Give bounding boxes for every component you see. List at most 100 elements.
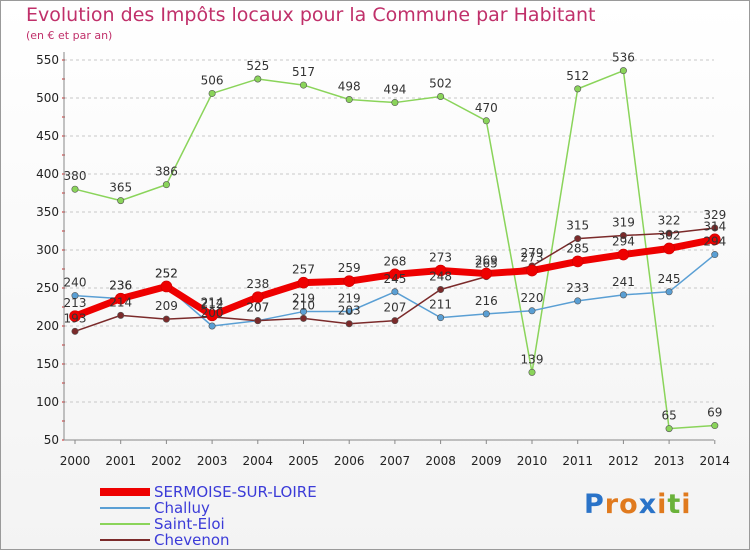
data-point (343, 275, 356, 287)
data-point (619, 232, 627, 240)
data-point (437, 286, 445, 294)
data-label: 233 (566, 281, 589, 295)
data-label: 319 (612, 216, 635, 230)
data-label: 236 (109, 279, 132, 293)
data-point (71, 185, 79, 193)
data-point (437, 92, 445, 100)
data-label: 219 (338, 292, 361, 306)
x-tick-label: 2000 (60, 454, 91, 468)
data-label: 315 (566, 219, 589, 233)
data-label: 212 (201, 297, 224, 311)
x-tick-label: 2008 (425, 454, 456, 468)
y-tick-label: 500 (36, 91, 59, 105)
data-label: 252 (155, 266, 178, 280)
data-label: 322 (658, 213, 681, 227)
data-label: 329 (703, 208, 726, 222)
data-label: 470 (475, 101, 498, 115)
logo-letter: t (667, 489, 682, 520)
data-label: 285 (566, 241, 589, 255)
logo-letter: o (619, 489, 639, 520)
data-point (69, 310, 81, 322)
data-point (117, 311, 125, 319)
data-point (574, 85, 582, 93)
data-point (574, 297, 582, 305)
proxiti-logo: Proxiti (584, 489, 692, 520)
data-point (117, 197, 125, 205)
data-label: 236 (109, 279, 132, 293)
data-point (208, 322, 216, 330)
data-label: 193 (64, 311, 87, 325)
y-tick-label: 100 (36, 395, 59, 409)
data-label: 220 (521, 291, 544, 305)
data-point (299, 81, 307, 89)
data-label: 494 (383, 83, 406, 97)
x-tick-label: 2003 (197, 454, 228, 468)
data-point (160, 280, 173, 293)
data-label: 314 (703, 219, 726, 233)
y-tick-label: 450 (36, 129, 59, 143)
data-label: 269 (475, 254, 498, 268)
data-label: 139 (521, 352, 544, 366)
legend-label: SERMOISE-SUR-LOIRE (154, 483, 317, 501)
data-point (71, 327, 79, 335)
data-point (345, 308, 353, 316)
data-label: 257 (292, 263, 315, 277)
data-label: 219 (292, 292, 315, 306)
y-tick-label: 350 (36, 205, 59, 219)
legend-swatch (100, 488, 150, 496)
data-label: 268 (383, 254, 406, 268)
x-tick-label: 2013 (654, 454, 685, 468)
data-label: 279 (521, 246, 544, 260)
data-point (391, 288, 399, 296)
data-label: 240 (64, 276, 87, 290)
y-tick-label: 150 (36, 357, 59, 371)
legend: SERMOISE-SUR-LOIRE Challuy Saint-Eloi Cheve… (100, 484, 317, 548)
data-point (526, 264, 538, 277)
data-label: 245 (658, 272, 681, 286)
y-tick-label: 300 (36, 243, 59, 257)
data-point (480, 267, 493, 280)
data-point (389, 268, 401, 281)
chart-subtitle: (en € et par an) (26, 29, 113, 42)
data-label: 69 (707, 406, 722, 420)
y-tick-label: 200 (36, 319, 59, 333)
legend-item: Saint-Eloi (100, 516, 317, 532)
data-label: 216 (475, 294, 498, 308)
logo-letter: r (604, 489, 620, 520)
legend-label: Saint-Eloi (154, 515, 225, 533)
data-label: 302 (658, 228, 681, 242)
data-point (665, 229, 673, 237)
x-tick-label: 2005 (288, 454, 319, 468)
data-point (437, 314, 445, 322)
data-label: 214 (201, 295, 224, 309)
data-label: 294 (612, 235, 635, 249)
data-point (482, 310, 490, 318)
data-point (254, 75, 262, 83)
data-point (162, 315, 170, 323)
legend-swatch (100, 523, 150, 525)
data-label: 386 (155, 165, 178, 179)
data-label: 65 (661, 409, 676, 423)
data-label: 506 (201, 73, 224, 87)
data-point (114, 292, 127, 305)
data-point (434, 264, 447, 277)
chart-title: Evolution des Impôts locaux pour la Comm… (26, 4, 596, 26)
data-label: 200 (201, 306, 224, 320)
data-label: 265 (475, 257, 498, 271)
x-tick-label: 2014 (700, 454, 731, 468)
x-tick-label: 2012 (608, 454, 639, 468)
logo-letter: P (584, 489, 605, 520)
data-point (665, 288, 673, 296)
x-tick-label: 2002 (151, 454, 182, 468)
data-point (711, 422, 719, 430)
legend-label: Challuy (154, 499, 210, 517)
x-tick-label: 2011 (562, 454, 593, 468)
x-tick-label: 2001 (105, 454, 136, 468)
grid-lines (64, 59, 714, 441)
data-label: 294 (703, 235, 726, 249)
data-label: 380 (64, 169, 87, 183)
data-point (711, 251, 719, 259)
data-label: 203 (338, 304, 361, 318)
data-label: 536 (612, 51, 635, 65)
